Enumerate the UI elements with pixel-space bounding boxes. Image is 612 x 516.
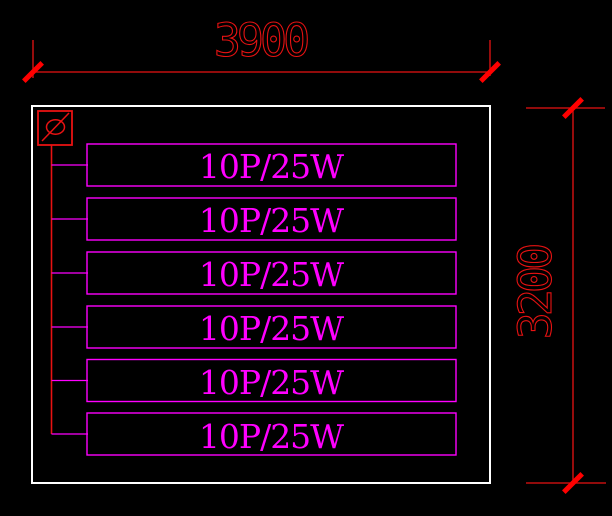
room-outline: [31, 105, 491, 484]
width-dimension-label: 3900: [214, 14, 308, 67]
fixture-bar-label: 10P/25W: [199, 417, 344, 456]
dimension-tick-icon: [479, 61, 501, 83]
symbol-box: [37, 110, 73, 146]
fixture-bar-outline: [86, 358, 457, 403]
fixture-bar-outline: [86, 143, 457, 187]
fixture-bar-outline: [86, 412, 457, 456]
fixture-bars: 10P/25W 10P/25W 10P/25W 10P/25W 10P/25W …: [86, 143, 457, 456]
dimension-tick-icon: [562, 97, 584, 119]
fixture-bar-label: 10P/25W: [199, 363, 344, 402]
fixture-bar-outline: [86, 251, 457, 295]
fixture-bar-label: 10P/25W: [199, 201, 344, 240]
height-dimension-label: 3200: [509, 245, 562, 339]
fixture-bar-label: 10P/25W: [199, 147, 344, 186]
supply-symbol: [37, 110, 73, 146]
fixture-bar: 10P/25W: [86, 143, 457, 187]
fixture-bar: 10P/25W: [86, 197, 457, 241]
fixture-bar-label: 10P/25W: [199, 255, 344, 294]
fixture-bar: 10P/25W: [86, 412, 457, 456]
fixture-bar-label: 10P/25W: [199, 309, 344, 348]
circle-slash-icon-stroke: [41, 112, 70, 142]
dimension-tick-icon: [22, 61, 44, 83]
fixture-bar: 10P/25W: [86, 251, 457, 295]
dimension-tick-icon: [562, 472, 584, 494]
fixture-bar-outline: [86, 305, 457, 349]
fixture-bar: 10P/25W: [86, 358, 457, 403]
fixture-bar-outline: [86, 197, 457, 241]
fixture-bar: 10P/25W: [86, 305, 457, 349]
wiring: [50, 145, 88, 435]
top-dimension: 3900: [22, 13, 501, 83]
right-dimension: 3200: [508, 97, 606, 494]
circle-slash-icon: [45, 119, 66, 135]
